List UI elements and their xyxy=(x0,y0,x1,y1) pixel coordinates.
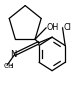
Text: 3: 3 xyxy=(9,64,13,69)
Text: N: N xyxy=(10,50,16,59)
Text: Cl: Cl xyxy=(63,23,71,32)
Text: CH: CH xyxy=(4,63,14,69)
Text: OH: OH xyxy=(47,23,59,32)
